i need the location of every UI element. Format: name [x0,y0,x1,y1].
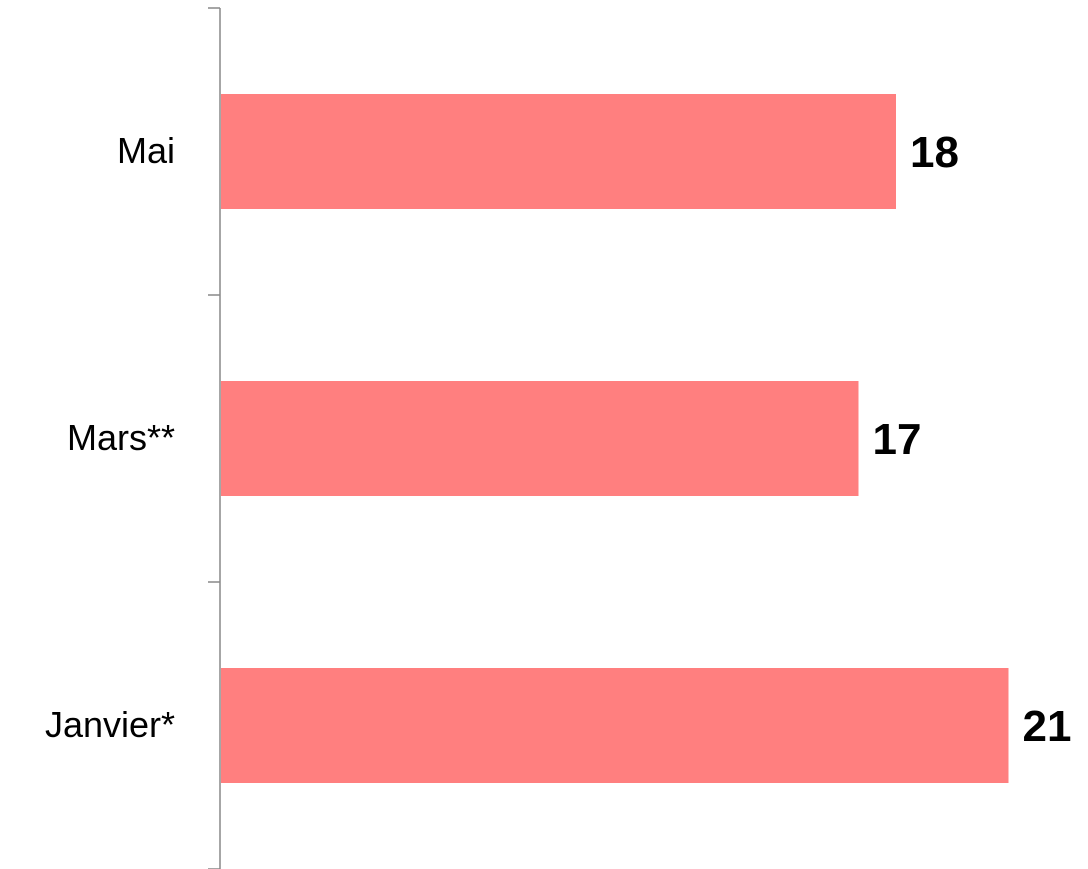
bar [221,668,1009,783]
value-label: 21 [1023,702,1072,751]
bar [221,381,859,496]
value-label: 18 [910,128,959,177]
value-label: 17 [873,415,922,464]
bar [221,94,896,209]
category-label: Mai [117,130,175,171]
category-label: Mars** [67,417,175,458]
category-label: Janvier* [45,704,175,745]
